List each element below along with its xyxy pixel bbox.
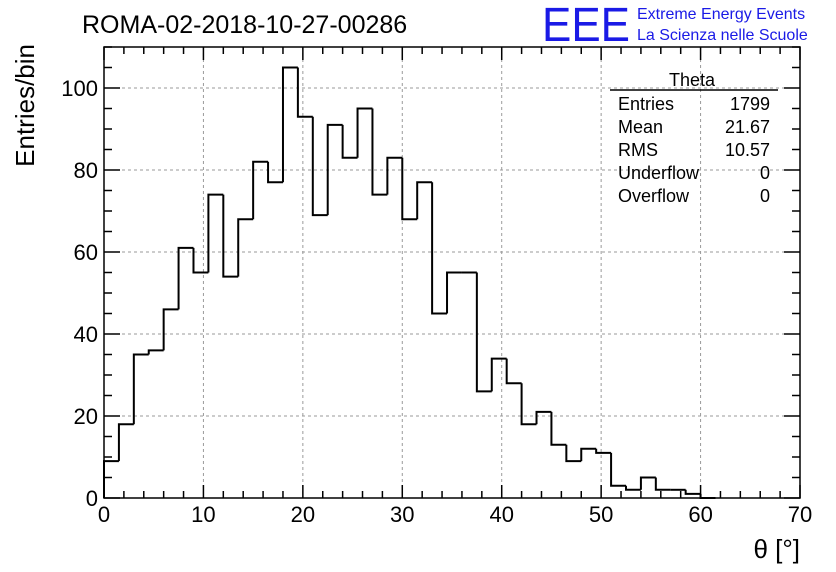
histogram-bin — [565, 444, 582, 463]
histogram-bin — [401, 157, 418, 221]
histogram-bin — [535, 410, 552, 425]
histogram-bin — [117, 423, 134, 462]
histogram-bin — [490, 357, 507, 392]
histogram-bin — [625, 485, 641, 491]
y-tick-label: 0 — [86, 486, 98, 511]
stats-row-value: 0 — [760, 163, 770, 183]
y-tick-label: 60 — [74, 240, 98, 265]
histogram-bin — [639, 476, 656, 490]
histogram-bin — [505, 358, 522, 385]
histogram-bin — [281, 66, 298, 183]
histogram-bin — [595, 448, 612, 454]
stats-box: Theta Entries 1799 Mean 21.67 RMS 10.57 Underf… — [610, 70, 778, 206]
histogram-bins — [103, 66, 716, 499]
histogram-bin — [580, 447, 597, 462]
logo-line-2: La Scienza nelle Scuole — [637, 27, 808, 44]
stats-row-label: Mean — [618, 117, 663, 137]
logo-mark: EEE — [542, 0, 630, 52]
axes: 0 10 20 30 40 50 60 70 0 20 40 60 80 100 — [61, 46, 812, 527]
histogram-bin — [371, 108, 388, 196]
histogram-bin — [610, 452, 626, 487]
histogram-bin — [431, 182, 448, 315]
histogram-bin — [252, 160, 269, 220]
histogram-bin — [192, 247, 209, 274]
stats-row-label: Entries — [618, 94, 674, 114]
stats-row-value: 21.67 — [725, 117, 770, 137]
x-tick-label: 20 — [291, 502, 315, 527]
x-tick-label: 40 — [489, 502, 513, 527]
histogram-bin — [341, 124, 358, 159]
x-tick-label: 0 — [98, 502, 110, 527]
stats-row-label: Underflow — [618, 163, 700, 183]
histogram-bin — [267, 161, 283, 184]
histogram-bin — [356, 107, 373, 158]
stats-row-label: RMS — [618, 140, 658, 160]
histogram-bin — [296, 67, 313, 118]
y-tick-label: 80 — [74, 158, 98, 183]
histogram-bin — [326, 123, 343, 216]
chart-title: ROMA-02-2018-10-27-00286 — [82, 11, 407, 39]
stats-title: Theta — [669, 70, 716, 90]
eee-logo: EEE Extreme Energy Events La Scienza nel… — [542, 0, 808, 52]
stats-row-value: 0 — [760, 186, 770, 206]
x-tick-label: 10 — [191, 502, 215, 527]
histogram-bin — [237, 218, 254, 277]
x-tick-label: 50 — [589, 502, 613, 527]
stats-rows: Entries 1799 Mean 21.67 RMS 10.57 Underflow 0 Ov… — [618, 94, 770, 206]
y-tick-label: 100 — [61, 76, 98, 101]
histogram-bin — [475, 272, 492, 393]
x-tick-label: 60 — [688, 502, 712, 527]
histogram-bin — [416, 181, 433, 220]
stats-row-value: 1799 — [730, 94, 770, 114]
stats-row-label: Overflow — [618, 186, 690, 206]
histogram-bin — [147, 349, 164, 355]
x-tick-label: 30 — [390, 502, 414, 527]
x-tick-label: 70 — [788, 502, 812, 527]
histogram-bin — [132, 353, 149, 425]
grid-lines — [104, 47, 800, 498]
logo-line-1: Extreme Energy Events — [637, 6, 805, 23]
histogram-bin — [162, 308, 179, 351]
histogram-bin — [311, 116, 328, 217]
y-axis-label: Entries/bin — [10, 44, 40, 167]
x-axis-label: θ [°] — [753, 534, 800, 564]
stats-row-value: 10.57 — [725, 140, 770, 160]
histogram-bin — [684, 489, 701, 495]
histogram-bin — [207, 193, 224, 273]
histogram-bin — [550, 411, 567, 446]
histogram-bin — [177, 246, 194, 310]
histogram-bin — [446, 271, 462, 314]
histogram-bin — [103, 460, 119, 498]
y-tick-label: 20 — [74, 404, 98, 429]
histogram-bin — [222, 194, 239, 278]
histogram-bin — [654, 477, 671, 491]
histogram-bin — [386, 156, 403, 195]
histogram-bin — [520, 383, 537, 426]
y-tick-label: 40 — [74, 322, 98, 347]
